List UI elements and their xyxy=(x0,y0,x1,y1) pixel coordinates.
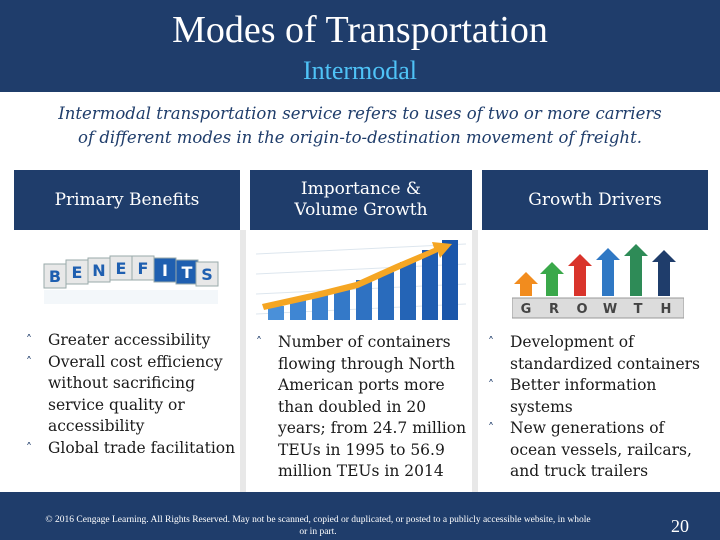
growth-arrow-darkgreen xyxy=(624,244,648,296)
list-item: ˄ Better information systems xyxy=(488,376,657,416)
growth-bullet-list: ˄ Development of standardized containers … xyxy=(488,332,702,483)
block-n: N xyxy=(87,257,111,283)
slide-subtitle: Intermodal xyxy=(302,56,418,85)
svg-text:T: T xyxy=(634,302,643,317)
slide-title: Modes of Transportation xyxy=(172,9,548,51)
caret-up-icon: ˄ xyxy=(256,335,262,349)
block-s: S xyxy=(195,261,219,287)
svg-text:O: O xyxy=(576,302,587,317)
caret-up-icon: ˄ xyxy=(26,440,32,455)
list-item: ˄ Greater accessibility xyxy=(26,330,240,352)
growth-arrow-red xyxy=(568,254,592,296)
column-heading-growth: Growth Drivers xyxy=(482,170,708,230)
block-f: F xyxy=(131,255,155,281)
intro-line-1: Intermodal transportation service refers… xyxy=(58,104,662,123)
block-e2: E xyxy=(109,255,133,281)
growth-arrows-blocks-image: G R O W T H xyxy=(512,244,684,319)
list-item: ˄ Overall cost efficiency without sacrifi… xyxy=(26,352,223,436)
block-b: B xyxy=(43,263,67,289)
block-i: I xyxy=(153,257,177,283)
rising-bar-graph-image xyxy=(256,234,466,326)
growth-arrow-navy xyxy=(652,250,676,296)
svg-text:W: W xyxy=(603,302,617,317)
slide-footer xyxy=(0,492,720,540)
svg-text:F: F xyxy=(138,259,149,278)
caret-up-icon: ˄ xyxy=(26,333,32,347)
svg-text:E: E xyxy=(72,263,83,282)
column-divider xyxy=(472,230,478,492)
growth-arrow-green xyxy=(540,262,564,296)
svg-text:B: B xyxy=(49,267,61,286)
caret-up-icon: ˄ xyxy=(488,335,494,349)
column-heading-importance-line1: Importance & xyxy=(300,179,422,199)
svg-text:G: G xyxy=(521,302,532,317)
caret-up-icon: ˄ xyxy=(26,354,32,369)
svg-text:T: T xyxy=(182,263,193,282)
caret-up-icon: ˄ xyxy=(488,421,494,435)
svg-text:H: H xyxy=(661,302,672,317)
copyright-line-1: © 2016 Cengage Learning. All Rights Rese… xyxy=(45,515,591,525)
svg-text:E: E xyxy=(116,259,127,278)
column-heading-benefits-text: Primary Benefits xyxy=(54,189,200,210)
caret-up-icon: ˄ xyxy=(488,378,494,392)
benefits-bullet-list: ˄ Greater accessibility ˄ Overall cost eff… xyxy=(26,330,240,459)
block-t: T xyxy=(175,259,199,285)
svg-text:S: S xyxy=(201,265,213,284)
page-number: 20 xyxy=(671,516,689,536)
list-item: ˄ Global trade facilitation xyxy=(26,438,240,460)
importance-bullet-list: ˄ Number of containers flowing through No… xyxy=(256,332,470,483)
column-heading-importance-line2: Volume Growth xyxy=(294,200,428,220)
list-item: ˄ Development of standardized containers xyxy=(488,333,700,373)
slide-header xyxy=(0,0,720,92)
column-divider xyxy=(240,230,246,492)
column-heading-growth-text: Growth Drivers xyxy=(528,189,662,210)
list-item: ˄ New generations of ocean vessels, railc… xyxy=(488,419,692,480)
column-heading-benefits: Primary Benefits xyxy=(14,170,240,230)
column-panel-growth xyxy=(482,230,708,492)
growth-arrow-orange xyxy=(514,272,538,296)
column-heading-importance: Importance & Volume Growth xyxy=(250,170,472,230)
svg-text:R: R xyxy=(549,302,559,317)
intro-text: Intermodal transportation service refers… xyxy=(18,102,702,150)
block-e: E xyxy=(65,259,89,285)
growth-arrow-blue xyxy=(596,248,620,296)
benefits-letter-blocks-image: B E N E F I T S xyxy=(43,255,219,304)
svg-text:I: I xyxy=(162,261,168,280)
list-item: ˄ Number of containers flowing through No… xyxy=(256,333,467,480)
svg-text:N: N xyxy=(92,261,105,280)
copyright-notice: © 2016 Cengage Learning. All Rights Rese… xyxy=(18,514,618,538)
intro-line-2: of different modes in the origin-to-dest… xyxy=(78,128,642,147)
copyright-line-2: or in part. xyxy=(299,527,337,537)
